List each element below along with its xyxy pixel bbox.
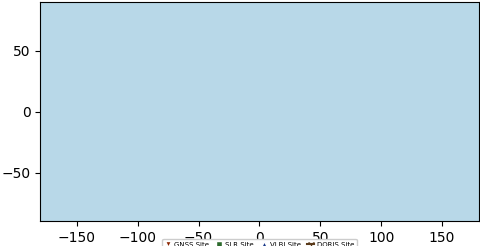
Legend: GNSS Site, SLR Site, VLBI Site, DORIS Site: GNSS Site, SLR Site, VLBI Site, DORIS Si…: [162, 239, 357, 246]
